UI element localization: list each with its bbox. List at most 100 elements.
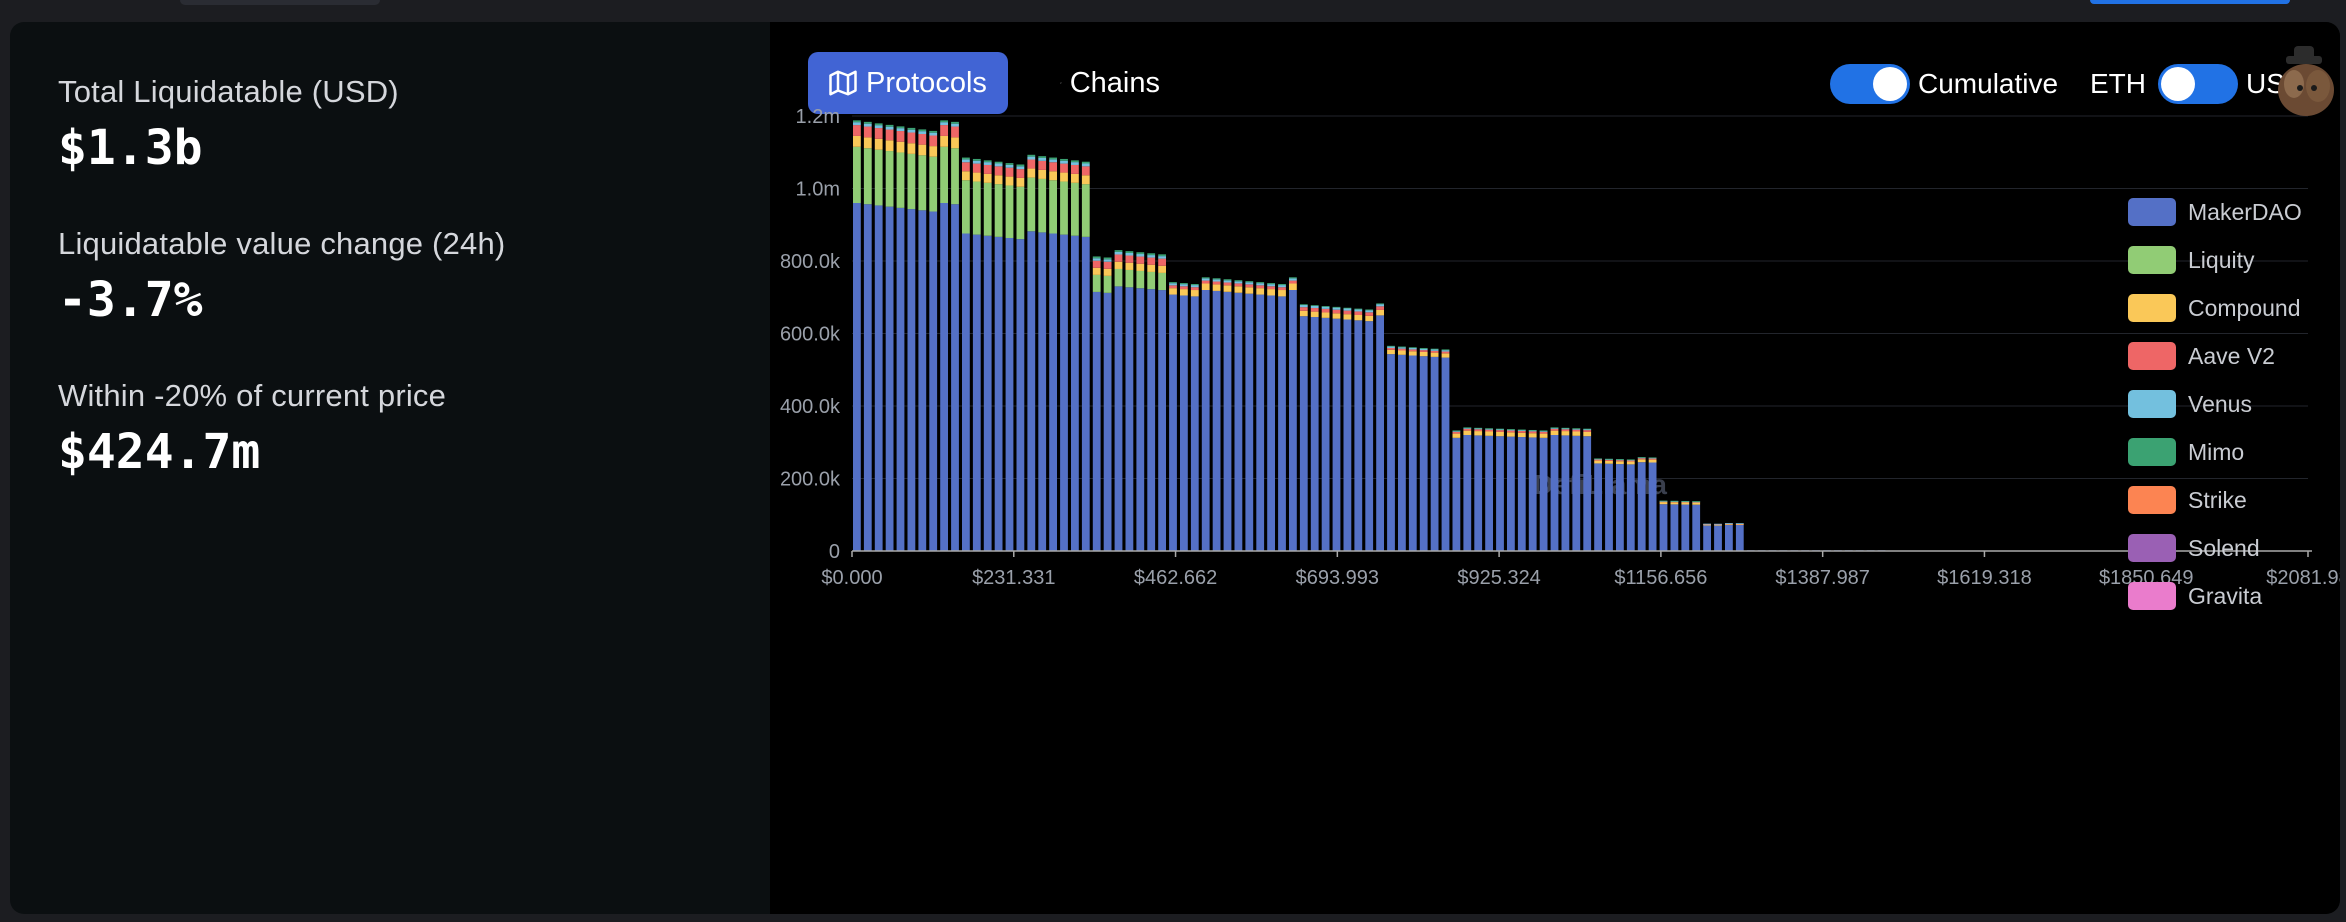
bar-segment-compound[interactable]: [853, 135, 861, 147]
bar-segment-venus[interactable]: [1637, 457, 1646, 459]
bar-segment-venus[interactable]: [907, 129, 916, 133]
bar-segment-aave-v2[interactable]: [1463, 428, 1472, 431]
bar-segment-compound[interactable]: [1256, 288, 1265, 295]
bar-segment-liquity[interactable]: [962, 180, 970, 234]
bar-segment-compound[interactable]: [1681, 502, 1690, 505]
bar-segment-mimo[interactable]: [1092, 256, 1101, 259]
bar-segment-mimo[interactable]: [962, 157, 970, 160]
bar-segment-mimo[interactable]: [1278, 284, 1286, 286]
bar-segment-venus[interactable]: [1517, 429, 1526, 431]
bar-segment-makerdao[interactable]: [1245, 293, 1254, 551]
bar-segment-venus[interactable]: [1234, 281, 1243, 284]
bar-segment-liquity[interactable]: [1071, 182, 1079, 236]
bar-segment-makerdao[interactable]: [1474, 435, 1483, 551]
bar-segment-compound[interactable]: [918, 144, 927, 156]
bar-segment-compound[interactable]: [983, 173, 992, 183]
bar-segment-makerdao[interactable]: [1158, 290, 1166, 551]
bar-segment-compound[interactable]: [1223, 285, 1232, 292]
bar-segment-compound[interactable]: [1419, 351, 1428, 357]
bar-segment-mimo[interactable]: [1583, 428, 1592, 430]
bar-segment-aave-v2[interactable]: [1550, 428, 1559, 431]
bar-segment-compound[interactable]: [907, 143, 916, 154]
bar-segment-compound[interactable]: [1387, 349, 1395, 355]
bar-segment-venus[interactable]: [1561, 428, 1570, 430]
bar-segment-mimo[interactable]: [1408, 347, 1417, 349]
bar-segment-aave-v2[interactable]: [1735, 523, 1744, 525]
bar-segment-venus[interactable]: [1616, 459, 1624, 461]
bar-segment-mimo[interactable]: [1474, 427, 1483, 429]
bar-segment-makerdao[interactable]: [918, 210, 927, 552]
bar-segment-compound[interactable]: [1463, 430, 1472, 435]
bar-segment-venus[interactable]: [1114, 251, 1123, 255]
bar-segment-makerdao[interactable]: [1452, 437, 1461, 551]
bar-segment-venus[interactable]: [853, 122, 861, 126]
bar-segment-compound[interactable]: [1430, 352, 1439, 357]
bar-segment-venus[interactable]: [1485, 428, 1493, 430]
bar-segment-mimo[interactable]: [1605, 458, 1613, 460]
bar-segment-makerdao[interactable]: [1790, 550, 1799, 552]
bar-segment-aave-v2[interactable]: [1223, 282, 1232, 286]
bar-segment-compound[interactable]: [1038, 169, 1047, 179]
bar-segment-aave-v2[interactable]: [1332, 309, 1341, 314]
bar-segment-makerdao[interactable]: [1670, 504, 1679, 551]
bar-segment-compound[interactable]: [951, 137, 959, 149]
bar-segment-venus[interactable]: [1430, 349, 1439, 351]
bar-segment-liquity[interactable]: [918, 155, 927, 211]
bar-segment-aave-v2[interactable]: [1049, 162, 1057, 172]
bar-segment-liquity[interactable]: [1038, 178, 1047, 233]
bar-segment-compound[interactable]: [1071, 173, 1079, 183]
bar-segment-venus[interactable]: [1212, 279, 1221, 282]
bar-segment-makerdao[interactable]: [1180, 295, 1188, 551]
bar-segment-makerdao[interactable]: [1561, 435, 1570, 551]
bar-segment-makerdao[interactable]: [1844, 550, 1853, 552]
bar-segment-aave-v2[interactable]: [1398, 348, 1406, 351]
bar-segment-mimo[interactable]: [1376, 303, 1384, 305]
bar-segment-liquity[interactable]: [1060, 181, 1068, 235]
bar-segment-venus[interactable]: [896, 128, 905, 132]
bar-segment-mimo[interactable]: [1071, 160, 1079, 163]
bar-segment-venus[interactable]: [1648, 457, 1657, 459]
bar-segment-aave-v2[interactable]: [1169, 285, 1177, 289]
bar-segment-makerdao[interactable]: [863, 204, 872, 551]
bar-segment-compound[interactable]: [1637, 459, 1646, 463]
bar-segment-makerdao[interactable]: [1855, 550, 1864, 552]
bar-segment-makerdao[interactable]: [1659, 504, 1668, 551]
bar-segment-aave-v2[interactable]: [1027, 159, 1036, 169]
bar-segment-makerdao[interactable]: [1725, 524, 1733, 551]
bar-segment-makerdao[interactable]: [1092, 291, 1101, 551]
bar-segment-venus[interactable]: [962, 159, 970, 163]
bar-segment-mimo[interactable]: [1419, 347, 1428, 349]
bar-segment-makerdao[interactable]: [1746, 550, 1755, 552]
bar-segment-makerdao[interactable]: [1310, 317, 1319, 551]
bar-segment-compound[interactable]: [896, 141, 905, 153]
bar-segment-compound[interactable]: [1507, 432, 1515, 437]
bar-segment-compound[interactable]: [874, 138, 883, 150]
bar-segment-venus[interactable]: [1681, 501, 1690, 503]
bar-segment-compound[interactable]: [1714, 524, 1722, 526]
bar-segment-aave-v2[interactable]: [1419, 350, 1428, 352]
bar-segment-aave-v2[interactable]: [874, 128, 883, 139]
bar-segment-aave-v2[interactable]: [1528, 431, 1537, 434]
bar-segment-makerdao[interactable]: [1060, 234, 1068, 551]
bar-segment-mimo[interactable]: [1681, 500, 1690, 502]
bar-segment-venus[interactable]: [1626, 459, 1635, 461]
bar-segment-aave-v2[interactable]: [1659, 501, 1668, 503]
bar-segment-mimo[interactable]: [1452, 430, 1461, 432]
bar-segment-makerdao[interactable]: [983, 235, 992, 551]
bar-segment-venus[interactable]: [885, 126, 894, 130]
bar-segment-aave-v2[interactable]: [1201, 280, 1210, 284]
bar-segment-makerdao[interactable]: [1299, 316, 1308, 551]
tab-chains[interactable]: Chains: [1040, 52, 1180, 114]
bar-segment-aave-v2[interactable]: [983, 164, 992, 174]
bar-segment-makerdao[interactable]: [1147, 289, 1156, 551]
bar-segment-compound[interactable]: [1452, 433, 1461, 438]
bar-segment-mimo[interactable]: [1190, 284, 1199, 286]
bar-segment-compound[interactable]: [1234, 286, 1243, 293]
bar-segment-makerdao[interactable]: [1038, 232, 1047, 551]
bar-segment-compound[interactable]: [1169, 288, 1177, 295]
bar-segment-aave-v2[interactable]: [1572, 429, 1581, 432]
bar-segment-mimo[interactable]: [1027, 154, 1036, 157]
bar-segment-mimo[interactable]: [1103, 257, 1112, 260]
bar-segment-liquity[interactable]: [896, 152, 905, 208]
bar-segment-venus[interactable]: [1507, 429, 1515, 431]
